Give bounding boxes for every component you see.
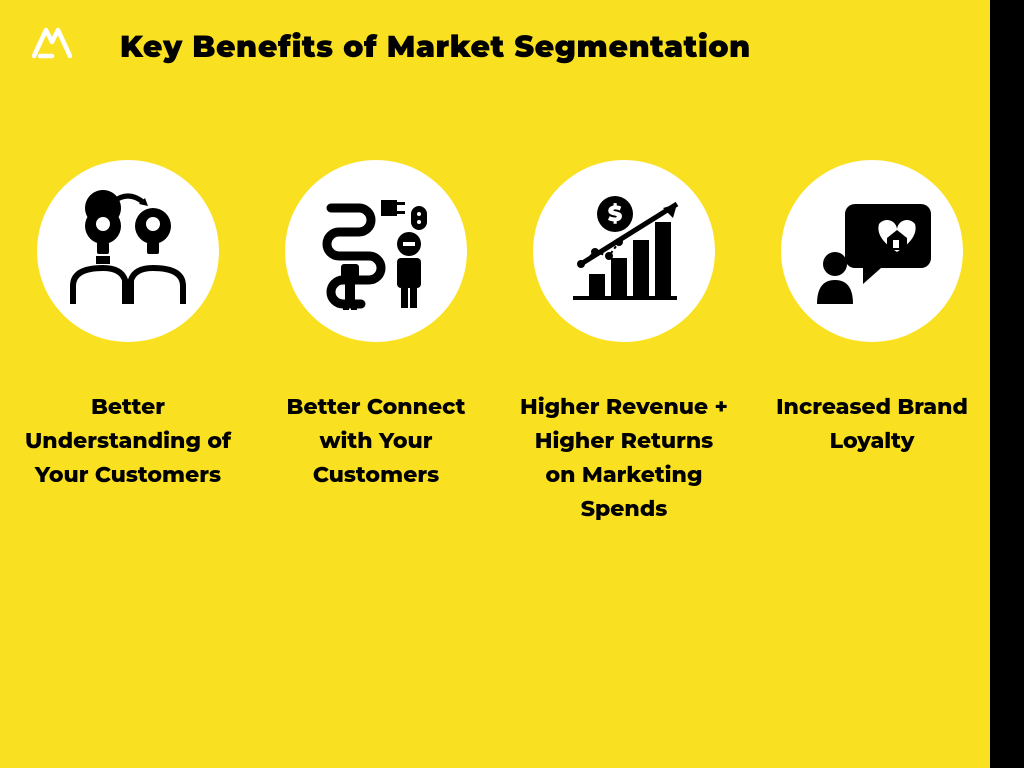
- infographic-page: Key Benefits of Market Segmentation: [0, 0, 1024, 768]
- benefit-caption: Higher Revenue + Higher Returns on Marke…: [519, 390, 729, 526]
- icon-circle: [781, 160, 963, 342]
- benefit-card: Increased Brand Loyalty: [774, 160, 970, 526]
- understanding-icon: [63, 186, 193, 316]
- background-stripe: [990, 0, 1024, 768]
- benefit-card: $ Higher Revenue + Higher Returns on Mar…: [526, 160, 722, 526]
- benefit-card: Better Connect with Your Customers: [278, 160, 474, 526]
- benefit-card: Better Understanding of Your Customers: [30, 160, 226, 526]
- icon-circle: [37, 160, 219, 342]
- page-title: Key Benefits of Market Segmentation: [120, 28, 900, 65]
- revenue-icon: $: [559, 186, 689, 316]
- benefit-caption: Better Understanding of Your Customers: [23, 390, 233, 492]
- icon-circle: [285, 160, 467, 342]
- connect-icon: [311, 186, 441, 316]
- icon-circle: $: [533, 160, 715, 342]
- benefit-caption: Better Connect with Your Customers: [271, 390, 481, 492]
- loyalty-icon: [807, 186, 937, 316]
- svg-text:$: $: [608, 200, 623, 227]
- benefits-row: Better Understanding of Your Customers: [30, 160, 970, 526]
- benefit-caption: Increased Brand Loyalty: [767, 390, 977, 458]
- brand-logo: [30, 18, 74, 62]
